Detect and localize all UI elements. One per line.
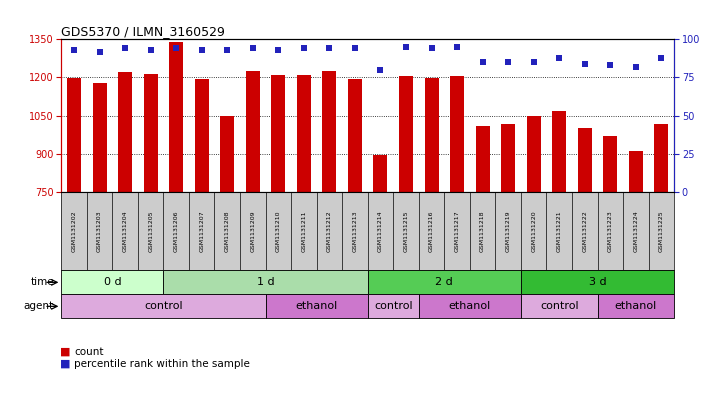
Text: GSM1131208: GSM1131208: [225, 210, 230, 252]
Bar: [61, 270, 164, 294]
Bar: [399, 76, 413, 192]
Text: GSM1131219: GSM1131219: [505, 210, 510, 252]
Text: GSM1131213: GSM1131213: [353, 210, 358, 252]
Text: ■: ■: [60, 358, 70, 369]
Bar: [368, 270, 521, 294]
Bar: [61, 294, 265, 318]
Text: GSM1131215: GSM1131215: [404, 210, 409, 252]
Bar: [419, 294, 521, 318]
Text: GSM1131202: GSM1131202: [71, 210, 76, 252]
Text: GSM1131216: GSM1131216: [429, 210, 434, 252]
Point: [426, 45, 438, 51]
Text: GSM1131207: GSM1131207: [199, 210, 204, 252]
Text: GSM1131218: GSM1131218: [480, 210, 485, 252]
Bar: [373, 154, 387, 192]
Bar: [297, 75, 311, 192]
Text: GSM1131205: GSM1131205: [148, 210, 153, 252]
Text: count: count: [74, 347, 104, 357]
Bar: [655, 124, 668, 192]
Point: [604, 62, 616, 68]
Text: GSM1131203: GSM1131203: [97, 210, 102, 252]
Text: ethanol: ethanol: [296, 301, 337, 311]
Point: [273, 47, 284, 53]
Text: GSM1131220: GSM1131220: [531, 210, 536, 252]
Point: [349, 45, 360, 51]
Text: control: control: [374, 301, 412, 311]
Bar: [322, 71, 337, 192]
Text: GSM1131225: GSM1131225: [659, 210, 664, 252]
Text: GSM1131211: GSM1131211: [301, 210, 306, 252]
Point: [221, 47, 233, 53]
Point: [170, 45, 182, 51]
Point: [503, 59, 514, 65]
Bar: [476, 126, 490, 192]
Bar: [143, 73, 158, 192]
Point: [375, 67, 386, 73]
Point: [400, 44, 412, 50]
Bar: [526, 116, 541, 192]
Bar: [92, 83, 107, 192]
Bar: [246, 71, 260, 192]
Point: [324, 45, 335, 51]
Bar: [578, 128, 592, 192]
Bar: [265, 294, 368, 318]
Text: time: time: [30, 277, 54, 287]
Text: control: control: [540, 301, 578, 311]
Text: 0 d: 0 d: [104, 277, 121, 287]
Point: [630, 64, 642, 70]
Point: [120, 45, 131, 51]
Point: [655, 55, 667, 61]
Bar: [598, 294, 674, 318]
Point: [196, 47, 208, 53]
Bar: [368, 294, 419, 318]
Text: GDS5370 / ILMN_3160529: GDS5370 / ILMN_3160529: [61, 25, 225, 38]
Point: [145, 47, 156, 53]
Bar: [164, 270, 368, 294]
Point: [94, 48, 105, 55]
Text: 3 d: 3 d: [589, 277, 606, 287]
Text: GSM1131222: GSM1131222: [583, 210, 588, 252]
Text: GSM1131221: GSM1131221: [557, 210, 562, 252]
Text: GSM1131206: GSM1131206: [174, 210, 179, 252]
Bar: [195, 79, 209, 192]
Text: percentile rank within the sample: percentile rank within the sample: [74, 358, 250, 369]
Bar: [118, 72, 132, 192]
Bar: [501, 125, 516, 192]
Text: GSM1131212: GSM1131212: [327, 210, 332, 252]
Bar: [271, 75, 286, 192]
Text: ethanol: ethanol: [615, 301, 657, 311]
Bar: [169, 42, 183, 192]
Point: [477, 59, 488, 65]
Text: ■: ■: [60, 347, 70, 357]
Point: [579, 61, 590, 67]
Point: [528, 59, 539, 65]
Text: 1 d: 1 d: [257, 277, 275, 287]
Point: [451, 44, 463, 50]
Point: [247, 45, 259, 51]
Bar: [521, 294, 598, 318]
Bar: [220, 116, 234, 192]
Text: GSM1131209: GSM1131209: [250, 210, 255, 252]
Bar: [67, 78, 81, 192]
Point: [68, 47, 80, 53]
Point: [554, 55, 565, 61]
Bar: [425, 79, 438, 192]
Bar: [450, 76, 464, 192]
Bar: [603, 136, 617, 192]
Text: GSM1131223: GSM1131223: [608, 210, 613, 252]
Text: GSM1131214: GSM1131214: [378, 210, 383, 252]
Bar: [521, 270, 674, 294]
Text: GSM1131217: GSM1131217: [454, 210, 459, 252]
Text: 2 d: 2 d: [435, 277, 454, 287]
Bar: [348, 79, 362, 192]
Bar: [552, 111, 566, 192]
Bar: [629, 151, 643, 192]
Text: control: control: [144, 301, 182, 311]
Text: agent: agent: [24, 301, 54, 311]
Text: ethanol: ethanol: [448, 301, 491, 311]
Text: GSM1131204: GSM1131204: [123, 210, 128, 252]
Text: GSM1131210: GSM1131210: [276, 210, 281, 252]
Point: [298, 45, 309, 51]
Text: GSM1131224: GSM1131224: [633, 210, 638, 252]
